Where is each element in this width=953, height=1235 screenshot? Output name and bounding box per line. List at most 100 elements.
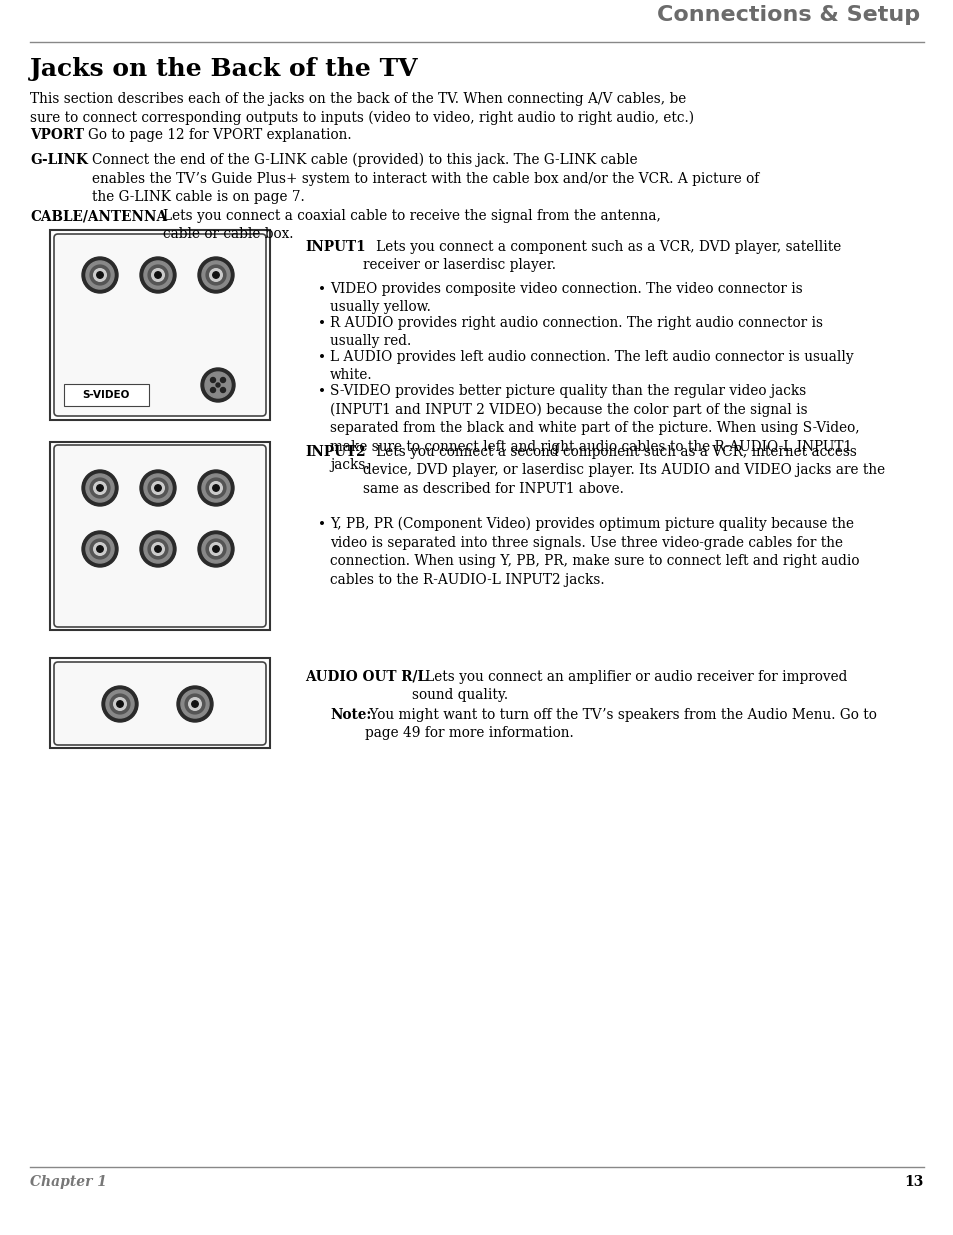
Circle shape	[202, 261, 230, 289]
Circle shape	[116, 700, 123, 708]
Circle shape	[202, 535, 230, 563]
Text: •: •	[317, 350, 326, 364]
Text: Go to page 12 for VPORT explanation.: Go to page 12 for VPORT explanation.	[88, 128, 352, 142]
Circle shape	[90, 266, 110, 285]
Text: INPUT2: INPUT2	[305, 445, 365, 459]
Circle shape	[148, 266, 168, 285]
Circle shape	[86, 261, 114, 289]
Text: •: •	[317, 282, 326, 296]
Circle shape	[102, 685, 138, 722]
Circle shape	[86, 535, 114, 563]
Circle shape	[206, 266, 226, 285]
Circle shape	[93, 482, 106, 494]
Text: S-VIDEO: S-VIDEO	[82, 390, 130, 400]
Text: Chapter 1: Chapter 1	[30, 1174, 107, 1189]
Circle shape	[192, 700, 198, 708]
Circle shape	[213, 546, 219, 552]
Circle shape	[215, 383, 220, 387]
Circle shape	[96, 546, 103, 552]
Circle shape	[144, 261, 172, 289]
Text: Y, PB, PR (Component Video) provides optimum picture quality because the
video i: Y, PB, PR (Component Video) provides opt…	[330, 517, 859, 587]
Circle shape	[152, 269, 164, 282]
Circle shape	[213, 485, 219, 492]
Circle shape	[201, 368, 234, 403]
Circle shape	[140, 257, 175, 293]
Circle shape	[148, 540, 168, 559]
Circle shape	[96, 272, 103, 278]
Text: 13: 13	[903, 1174, 923, 1189]
Circle shape	[82, 471, 118, 506]
Text: •: •	[317, 316, 326, 330]
Circle shape	[154, 546, 161, 552]
Circle shape	[140, 471, 175, 506]
Circle shape	[211, 388, 215, 393]
Circle shape	[210, 542, 222, 556]
Circle shape	[211, 378, 215, 383]
Circle shape	[198, 471, 233, 506]
Circle shape	[205, 372, 231, 398]
Bar	[50, 442, 270, 630]
Bar	[50, 230, 270, 420]
Circle shape	[181, 690, 209, 718]
Circle shape	[189, 698, 201, 710]
Circle shape	[96, 485, 103, 492]
Text: You might want to turn off the TV’s speakers from the Audio Menu. Go to
page 49 : You might want to turn off the TV’s spea…	[365, 708, 876, 741]
Circle shape	[202, 474, 230, 503]
Text: INPUT1: INPUT1	[305, 240, 365, 254]
Circle shape	[93, 542, 106, 556]
FancyBboxPatch shape	[54, 233, 266, 416]
Circle shape	[177, 685, 213, 722]
Circle shape	[144, 474, 172, 503]
Text: Connections & Setup: Connections & Setup	[657, 5, 919, 25]
Circle shape	[206, 540, 226, 559]
FancyBboxPatch shape	[54, 662, 266, 745]
FancyBboxPatch shape	[54, 445, 266, 627]
Circle shape	[82, 531, 118, 567]
Circle shape	[90, 540, 110, 559]
Circle shape	[185, 694, 205, 714]
Circle shape	[210, 269, 222, 282]
Circle shape	[152, 542, 164, 556]
Text: CABLE/ANTENNA: CABLE/ANTENNA	[30, 209, 167, 224]
Circle shape	[82, 257, 118, 293]
Text: VPORT: VPORT	[30, 128, 84, 142]
Circle shape	[152, 482, 164, 494]
Circle shape	[220, 388, 225, 393]
Text: This section describes each of the jacks on the back of the TV. When connecting : This section describes each of the jacks…	[30, 91, 694, 125]
Bar	[64, 384, 149, 406]
Bar	[50, 658, 270, 748]
Circle shape	[154, 272, 161, 278]
Circle shape	[86, 474, 114, 503]
Circle shape	[206, 478, 226, 498]
Circle shape	[220, 378, 225, 383]
Circle shape	[198, 257, 233, 293]
Text: S-VIDEO provides better picture quality than the regular video jacks
(INPUT1 and: S-VIDEO provides better picture quality …	[330, 384, 859, 472]
Text: Lets you connect an amplifier or audio receiver for improved
sound quality.: Lets you connect an amplifier or audio r…	[412, 671, 846, 703]
Circle shape	[113, 698, 126, 710]
Text: G-LINK: G-LINK	[30, 153, 88, 167]
Circle shape	[90, 478, 110, 498]
Text: Jacks on the Back of the TV: Jacks on the Back of the TV	[30, 57, 418, 82]
Circle shape	[198, 531, 233, 567]
Text: Note:: Note:	[330, 708, 371, 722]
Text: AUDIO OUT R/L: AUDIO OUT R/L	[305, 671, 427, 684]
Circle shape	[106, 690, 134, 718]
Text: •: •	[317, 517, 326, 531]
Text: L AUDIO provides left audio connection. The left audio connector is usually
whit: L AUDIO provides left audio connection. …	[330, 350, 853, 383]
Circle shape	[148, 478, 168, 498]
Bar	[0, 0, 953, 40]
Text: Lets you connect a second component such as a VCR, internet access
device, DVD p: Lets you connect a second component such…	[363, 445, 884, 495]
Circle shape	[210, 482, 222, 494]
Text: Lets you connect a coaxial cable to receive the signal from the antenna,
cable o: Lets you connect a coaxial cable to rece…	[163, 209, 660, 241]
Circle shape	[93, 269, 106, 282]
Text: Lets you connect a component such as a VCR, DVD player, satellite
receiver or la: Lets you connect a component such as a V…	[363, 240, 841, 273]
Text: Connect the end of the G-LINK cable (provided) to this jack. The G-LINK cable
en: Connect the end of the G-LINK cable (pro…	[91, 153, 759, 204]
Circle shape	[140, 531, 175, 567]
Text: •: •	[317, 384, 326, 398]
Circle shape	[154, 485, 161, 492]
Circle shape	[144, 535, 172, 563]
Circle shape	[213, 272, 219, 278]
Text: R AUDIO provides right audio connection. The right audio connector is
usually re: R AUDIO provides right audio connection.…	[330, 316, 822, 348]
Text: VIDEO provides composite video connection. The video connector is
usually yellow: VIDEO provides composite video connectio…	[330, 282, 801, 315]
Circle shape	[110, 694, 130, 714]
